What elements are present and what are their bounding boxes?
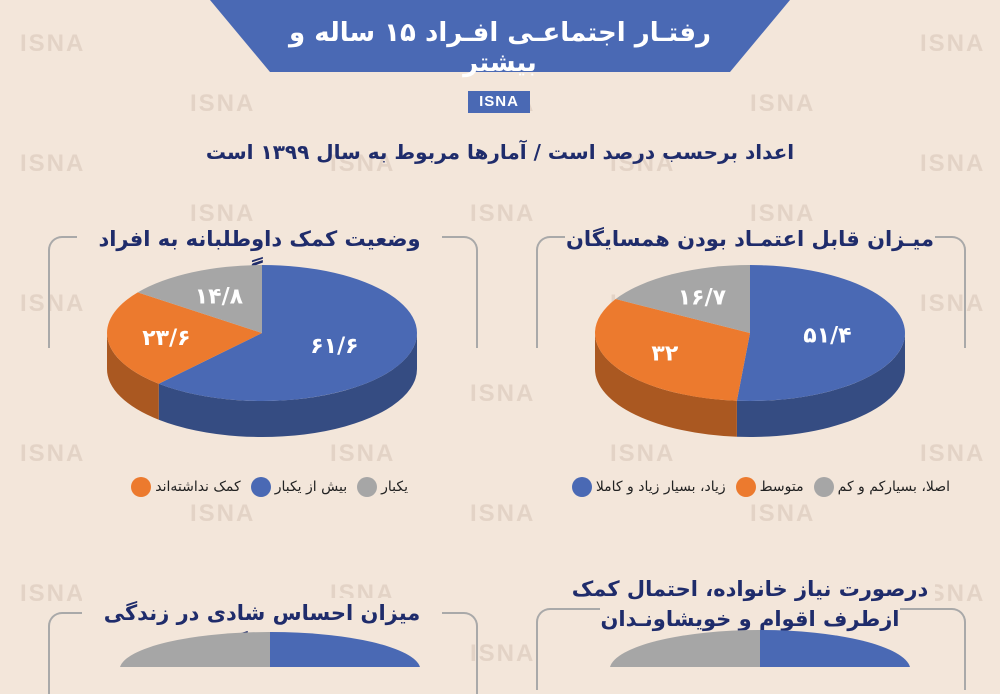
page-title: رفتـار اجتماعـی افـراد ۱۵ ساله و بیشتر <box>289 18 711 78</box>
pie-slice-0 <box>158 265 417 401</box>
help-pie-chart: ۶۱/۶ ۲۳/۶۱۴/۸ <box>107 265 417 437</box>
watermark-text: ISNA <box>20 30 86 57</box>
legend-swatch-blue <box>571 477 592 497</box>
pie-slice-1 <box>595 299 750 401</box>
watermark-text: ISNA <box>190 500 256 527</box>
trust-pie-chart: ۵۱/۴ ۳۲ ۱۶/۷ <box>595 265 905 437</box>
watermark-text: ISNA <box>20 580 86 607</box>
happiness-pie-partial <box>120 632 420 667</box>
watermark-text: ISNA <box>20 290 86 317</box>
legend-swatch-orange <box>735 477 756 497</box>
legend-item-once: یکبار <box>357 477 408 497</box>
legend-item-no-help: کمک نداشته‌اند <box>131 477 241 497</box>
legend-label: اصلا، بسیارکم و کم <box>837 479 950 495</box>
watermark-text: ISNA <box>920 30 986 57</box>
pie-slice-0 <box>736 265 905 401</box>
watermark-text: ISNA <box>920 440 986 467</box>
family-help-title-line1: درصورت نیاز خانواده، احتمال کمک <box>565 574 935 604</box>
pie-slice-2 <box>137 265 262 333</box>
watermark-text: ISNA <box>470 640 536 667</box>
pie-data-label: ۱۴/۸ <box>195 284 244 309</box>
pie-slice-2 <box>615 265 750 333</box>
watermark-text: ISNA <box>750 200 816 227</box>
watermark-text: ISNA <box>190 90 256 117</box>
legend-label: کمک نداشته‌اند <box>155 479 241 495</box>
watermark-text: ISNA <box>190 200 256 227</box>
watermark-text: ISNA <box>20 150 86 177</box>
legend-item-low: اصلا، بسیارکم و کم <box>813 477 950 497</box>
trust-legend: زیاد، بسیار زیاد و کاملا متوسط اصلا، بسی… <box>571 477 950 497</box>
legend-label: بیش از یکبار <box>274 479 348 495</box>
subtitle: اعداد برحسب درصد است / آمارها مربوط به س… <box>205 140 795 164</box>
watermark-text: ISNA <box>330 150 396 177</box>
infographic: ISNA ISNA ISNA ISNA ISNA ISNA ISNA ISNA ISNA ISNA… <box>20 0 986 694</box>
legend-swatch-blue <box>250 477 271 497</box>
legend-label: زیاد، بسیار زیاد و کاملا <box>595 479 726 495</box>
pie-slice-1 <box>107 292 262 384</box>
title-banner <box>210 0 790 72</box>
pie-data-label: ۲۳/۶ <box>142 326 190 351</box>
watermark-text: ISNA <box>470 380 536 407</box>
watermark-text: ISNA <box>330 440 396 467</box>
legend-item-high: زیاد، بسیار زیاد و کاملا <box>571 477 726 497</box>
watermark-text: ISNA <box>920 290 986 317</box>
pie-data-label: ۳۲ <box>651 342 678 367</box>
legend-swatch-gray <box>813 477 834 497</box>
watermark-text: ISNA <box>610 440 676 467</box>
help-legend: کمک نداشته‌اند بیش از یکبار یکبار <box>131 477 408 497</box>
watermark-text: ISNA <box>470 200 536 227</box>
pie-side-1 <box>595 333 737 437</box>
isna-logo: ISNA <box>468 91 530 113</box>
legend-swatch-gray <box>357 477 378 497</box>
watermark-text: ISNA <box>750 90 816 117</box>
legend-item-more-than-once: بیش از یکبار <box>250 477 348 497</box>
family-help-pie-partial <box>610 630 910 667</box>
family-help-title-line2: ازطرف اقوام و خویشاونـدان <box>600 604 900 634</box>
pie-data-label: ۵۱/۴ <box>803 323 851 348</box>
legend-swatch-orange <box>131 477 152 497</box>
watermark-text: ISNA <box>920 150 986 177</box>
pie-data-label: ۱۶/۷ <box>678 285 727 310</box>
watermark-text: ISNA <box>20 440 86 467</box>
pie-side-0 <box>736 333 905 437</box>
legend-label: متوسط <box>759 479 804 495</box>
pie-data-label: ۶۱/۶ <box>310 334 358 359</box>
watermark-text: ISNA <box>750 500 816 527</box>
watermark-text: ISNA <box>470 500 536 527</box>
pie-side-0 <box>158 333 417 437</box>
watermark-text: ISNA <box>610 150 676 177</box>
pie-side-1 <box>107 333 159 420</box>
legend-label: یکبار <box>381 479 408 495</box>
trust-title: میـزان قابل اعتمـاد بودن همسایگان <box>565 224 935 254</box>
legend-item-medium: متوسط <box>735 477 804 497</box>
